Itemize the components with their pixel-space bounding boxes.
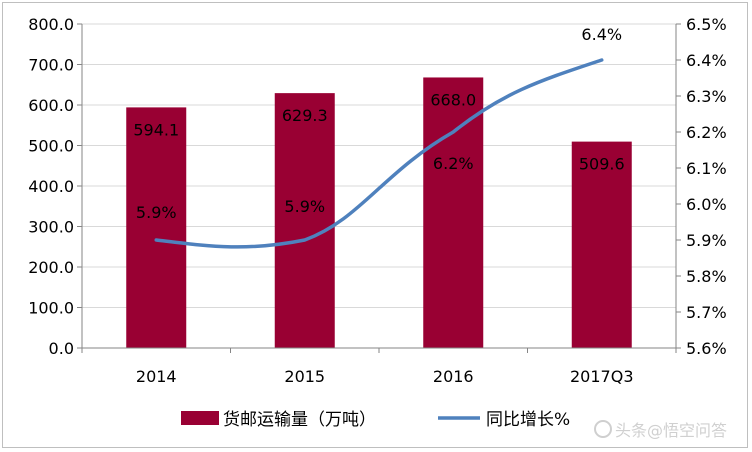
y-tick-label-right: 6.1% — [686, 159, 727, 178]
y-tick-label-left: 300.0 — [28, 218, 74, 237]
y-tick-label-left: 500.0 — [28, 137, 74, 156]
y-tick-label-left: 800.0 — [28, 15, 74, 34]
y-tick-label-left: 400.0 — [28, 177, 74, 196]
x-tick-label: 2017Q3 — [570, 367, 634, 386]
x-tick-label: 2016 — [433, 367, 474, 386]
y-tick-label-right: 5.9% — [686, 231, 727, 250]
watermark: 头条@悟空问答 — [594, 420, 727, 440]
bar — [126, 107, 187, 349]
axes: 0.0 100.0 200.0 300.0 400.0 500.0 600.0 700.0 80… — [28, 15, 726, 386]
y-tick-label-right: 6.2% — [686, 123, 727, 142]
y-tick-label-left: 200.0 — [28, 258, 74, 277]
watermark-text: 头条@悟空问答 — [615, 421, 727, 440]
x-tick-label: 2015 — [284, 367, 325, 386]
legend-label-bar: 货邮运输量（万吨） — [223, 410, 376, 430]
bar-data-label: 629.3 — [282, 106, 328, 125]
line-data-label: 6.2% — [433, 154, 474, 173]
bar — [571, 141, 632, 348]
legend-swatch-bar — [181, 411, 219, 425]
data-labels: 594.1 629.3 668.0 509.6 5.9% 5.9% 6.2% 6.4% — [133, 25, 624, 222]
line-series — [154, 58, 604, 249]
bar-data-label: 509.6 — [579, 155, 625, 174]
y-tick-label-left: 600.0 — [28, 96, 74, 115]
x-tick-label: 2014 — [136, 367, 177, 386]
watermark-logo-icon — [594, 420, 612, 438]
legend: 货邮运输量（万吨） 同比增长% — [181, 410, 570, 430]
y-tick-label-right: 6.5% — [686, 15, 727, 34]
line-data-label: 6.4% — [581, 25, 622, 44]
bar-series — [126, 77, 632, 349]
growth-line — [154, 58, 604, 249]
y-tick-label-right: 6.4% — [686, 51, 727, 70]
bar — [274, 93, 335, 348]
bar-data-label: 668.0 — [430, 90, 476, 109]
bar-data-label: 594.1 — [133, 120, 179, 139]
line-data-label: 5.9% — [284, 197, 325, 216]
y-tick-label-right: 5.6% — [686, 339, 727, 358]
legend-label-line: 同比增长% — [486, 410, 570, 430]
y-tick-label-right: 6.0% — [686, 195, 727, 214]
y-tick-label-left: 100.0 — [28, 299, 74, 318]
y-tick-label-right: 6.3% — [686, 87, 727, 106]
line-data-label: 5.9% — [136, 203, 177, 222]
y-tick-label-right: 5.7% — [686, 303, 727, 322]
y-tick-label-right: 5.8% — [686, 267, 727, 286]
bar — [423, 77, 484, 349]
y-tick-label-left: 700.0 — [28, 56, 74, 75]
y-tick-label-left: 0.0 — [49, 339, 74, 358]
